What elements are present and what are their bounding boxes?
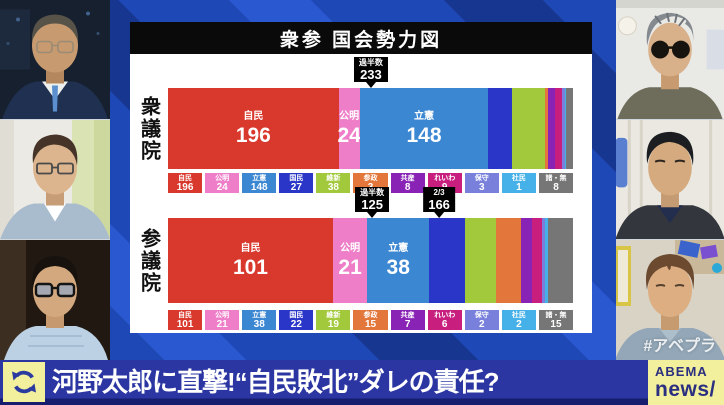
- legend-item: 保守 3: [464, 173, 499, 193]
- bar-segment: 自民 196: [168, 88, 339, 169]
- bar-segment: [496, 218, 521, 303]
- bar-segment: [488, 88, 512, 169]
- sunglasses-icon: [651, 40, 690, 59]
- legend-item: 維新 19: [316, 310, 351, 330]
- abema-news-logo: ABEMA news/: [648, 360, 724, 405]
- ticker-icon-box: [3, 362, 45, 402]
- video-feed-top-right: [616, 0, 724, 120]
- abema-wordmark: ABEMA: [655, 364, 708, 379]
- legend-item: れいわ 6: [427, 310, 462, 330]
- segment-label: 公明 24: [337, 110, 361, 147]
- legend-item: 国民 27: [279, 173, 314, 193]
- legend-item: 諸・無 15: [538, 310, 574, 330]
- headline-text: 河野太郎に直撃!“自民敗北”ダレの責任?: [52, 366, 500, 397]
- panel-title: 衆参 国会勢力図: [130, 22, 592, 54]
- bar-segment: [541, 218, 546, 303]
- cycle-arrows-icon: [12, 370, 36, 394]
- seat-chart-panel: 衆参 国会勢力図 衆議院 過半数 233 自民 196 公明 24 立憲 148 自民 196…: [130, 22, 592, 333]
- bar-segment: 立憲 148: [359, 88, 489, 169]
- bar-segment: [512, 88, 546, 169]
- bar-segment: [545, 88, 548, 169]
- bar-segment: 公明 24: [337, 88, 361, 169]
- party-legend: 自民 101 公明 21 立憲 38 国民 22 維新 19 参政 15 共産 7 れいわ 6 保守 2 社民 2 諸・…: [168, 310, 574, 330]
- legend-item: 社民 1: [501, 173, 536, 193]
- bar-segment: [548, 218, 573, 303]
- bar-segment: [545, 218, 549, 303]
- right-video-column: [616, 0, 724, 360]
- legend-item: 維新 38: [316, 173, 351, 193]
- legend-item: 公明 21: [205, 310, 240, 330]
- video-feed-middle-left: [0, 120, 110, 240]
- headline-ticker: 河野太郎に直撃!“自民敗北”ダレの責任? ABEMA news/: [0, 360, 724, 405]
- bar-segment: [532, 218, 542, 303]
- panelist-portrait: [616, 120, 724, 239]
- legend-item: 立憲 38: [242, 310, 277, 330]
- segment-label: 公明 21: [338, 242, 362, 279]
- legend-item: 諸・無 8: [538, 173, 574, 193]
- legend-item: 国民 22: [279, 310, 314, 330]
- majority-markers: 過半数 233: [168, 57, 573, 88]
- segment-label: 自民 196: [235, 110, 271, 147]
- video-feed-top-left: [0, 0, 110, 120]
- glasses-icon: [34, 282, 76, 298]
- bar-segment: [547, 88, 555, 169]
- bar-segment: [554, 88, 563, 169]
- legend-item: 立憲 148: [242, 173, 277, 193]
- video-feed-bottom-right: [616, 240, 724, 360]
- panelist-portrait: [616, 240, 724, 360]
- seat-bar: 自民 101 公明 21 立憲 38: [168, 218, 573, 303]
- hashtag-watermark: #アベプラ: [643, 338, 716, 355]
- legend-item: 自民 196: [168, 173, 203, 193]
- bar-segment: 公明 21: [332, 218, 368, 303]
- left-video-column: [0, 0, 110, 360]
- house-label: 衆議院: [137, 95, 160, 162]
- segment-label: 立憲 148: [406, 110, 442, 147]
- legend-item: 共産 7: [390, 310, 425, 330]
- majority-markers: 過半数 125 2/3 166: [168, 187, 573, 218]
- bar-segment: 自民 101: [168, 218, 333, 303]
- legend-item: 自民 101: [168, 310, 203, 330]
- panelist-portrait: [0, 120, 110, 239]
- party-legend: 自民196公明24立憲148国民27維新38参政3共産8れいわ9保守3社民1諸・…: [168, 173, 574, 193]
- legend-item: 社民 2: [501, 310, 536, 330]
- threshold-marker: 2/3 166: [423, 187, 455, 218]
- bar-segment: [520, 218, 533, 303]
- seat-bar: 自民 196 公明 24 立憲 148: [168, 88, 573, 169]
- panelist-portrait: [616, 0, 724, 119]
- bar-segment: [562, 88, 566, 169]
- legend-item: 参政 15: [353, 310, 388, 330]
- legend-item: 保守 2: [464, 310, 499, 330]
- panel-body: 衆議院 過半数 233 自民 196 公明 24 立憲 148 自民 196 公明 24 立憲 148…: [130, 54, 592, 333]
- segment-label: 自民 101: [232, 242, 268, 279]
- panelist-portrait: [0, 240, 110, 360]
- video-feed-middle-right: [616, 120, 724, 240]
- bar-segment: 立憲 38: [367, 218, 430, 303]
- threshold-marker: 過半数 125: [355, 187, 390, 218]
- bar-segment: [565, 88, 566, 169]
- bar-segment: [465, 218, 497, 303]
- bar-segment: [565, 88, 573, 169]
- panelist-portrait: [0, 0, 110, 119]
- legend-item: 公明 24: [205, 173, 240, 193]
- glasses-icon: [36, 40, 74, 54]
- legend-item: 共産 8: [390, 173, 425, 193]
- video-feed-bottom-left: [0, 240, 110, 360]
- bar-segment: [429, 218, 466, 303]
- glasses-icon: [36, 162, 74, 175]
- threshold-marker: 過半数 233: [353, 57, 388, 88]
- segment-label: 立憲 38: [386, 242, 410, 279]
- house-label: 参議院: [137, 227, 160, 294]
- news-wordmark: news/: [655, 378, 716, 401]
